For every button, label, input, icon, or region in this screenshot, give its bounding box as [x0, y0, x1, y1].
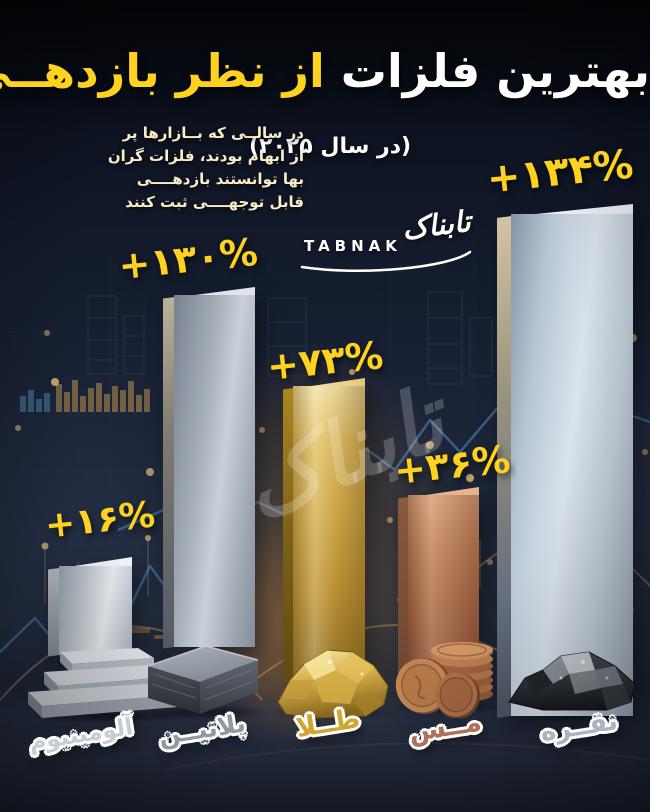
bar-platinum: [163, 287, 255, 649]
platinum-cube: [147, 645, 259, 714]
intro-paragraph: در سالــی که بــازارها پر از ابهام بودند…: [8, 122, 308, 214]
title-white-part: بهترین فلزات: [340, 44, 650, 98]
intro-line: از ابهام بودند، فلزات گران: [107, 147, 304, 165]
title-yellow-part: از نظر بازدهــی: [0, 44, 326, 98]
intro-line: در سالــی که بــازارها پر: [122, 124, 304, 142]
logo-persian-text: تابناک: [400, 203, 473, 247]
intro-line: بها توانستند بازدهــــی: [136, 170, 304, 188]
tabnak-logo: تابناک TABNAK: [298, 204, 473, 276]
bar-platinum-front: [174, 295, 255, 647]
copper-coins: [395, 642, 493, 718]
bar-gold: [283, 378, 365, 683]
bar-gold-front: [293, 386, 365, 681]
bar-silver-front: [511, 214, 633, 716]
logo-latin-text: TABNAK: [304, 237, 402, 255]
page-title: بهترین فلزات از نظر بازدهــی: [0, 40, 650, 102]
subtitle-year: (در سال ۲۰۲۵): [248, 134, 412, 159]
bar-aluminum: [48, 557, 132, 657]
intro-line: قابل توجهــــی ثبت کنند: [125, 193, 304, 211]
logo-swoosh: [300, 250, 472, 273]
